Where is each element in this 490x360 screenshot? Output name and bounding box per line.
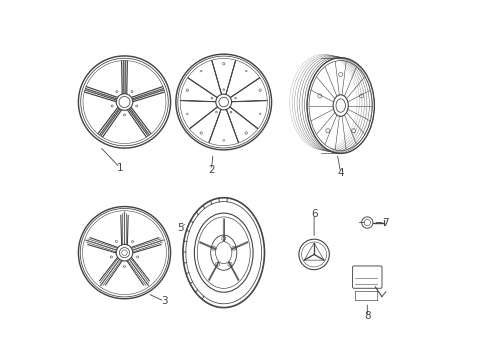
Text: 8: 8 [364,311,370,321]
Text: 5: 5 [177,223,184,233]
Text: 7: 7 [382,217,388,228]
Text: 6: 6 [311,209,318,219]
Text: 3: 3 [161,296,168,306]
Text: 2: 2 [208,165,215,175]
Text: 4: 4 [338,168,344,178]
Text: 1: 1 [117,163,123,172]
